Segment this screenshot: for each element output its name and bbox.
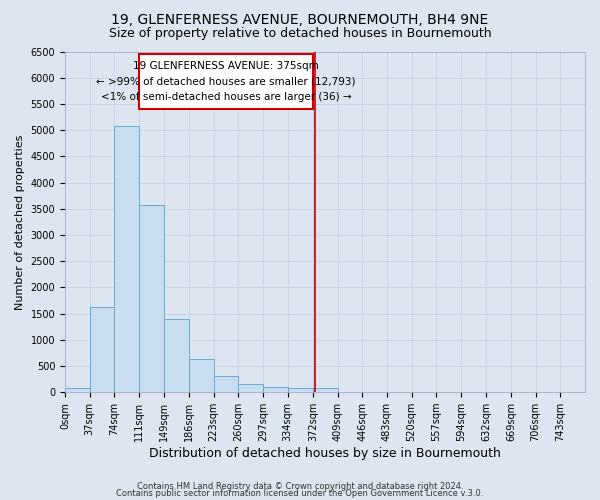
Bar [65, 388, 89, 392]
Text: 19 GLENFERNESS AVENUE: 375sqm: 19 GLENFERNESS AVENUE: 375sqm [133, 61, 319, 71]
Bar [164, 319, 189, 392]
Y-axis label: Number of detached properties: Number of detached properties [15, 134, 25, 310]
Bar [214, 376, 238, 392]
Bar [89, 307, 115, 392]
Bar [313, 388, 338, 392]
Text: <1% of semi-detached houses are larger (36) →: <1% of semi-detached houses are larger (… [101, 92, 352, 102]
Text: Size of property relative to detached houses in Bournemouth: Size of property relative to detached ho… [109, 28, 491, 40]
Bar [139, 205, 164, 392]
Text: Contains public sector information licensed under the Open Government Licence v.: Contains public sector information licen… [116, 490, 484, 498]
Bar [115, 126, 139, 392]
Bar [189, 360, 214, 392]
X-axis label: Distribution of detached houses by size in Bournemouth: Distribution of detached houses by size … [149, 447, 501, 460]
Bar [263, 387, 287, 392]
Text: ← >99% of detached houses are smaller (12,793): ← >99% of detached houses are smaller (1… [96, 76, 356, 86]
Text: 19, GLENFERNESS AVENUE, BOURNEMOUTH, BH4 9NE: 19, GLENFERNESS AVENUE, BOURNEMOUTH, BH4… [112, 12, 488, 26]
Bar [238, 384, 263, 392]
Bar [287, 388, 313, 392]
Bar [139, 54, 313, 109]
Text: Contains HM Land Registry data © Crown copyright and database right 2024.: Contains HM Land Registry data © Crown c… [137, 482, 463, 491]
